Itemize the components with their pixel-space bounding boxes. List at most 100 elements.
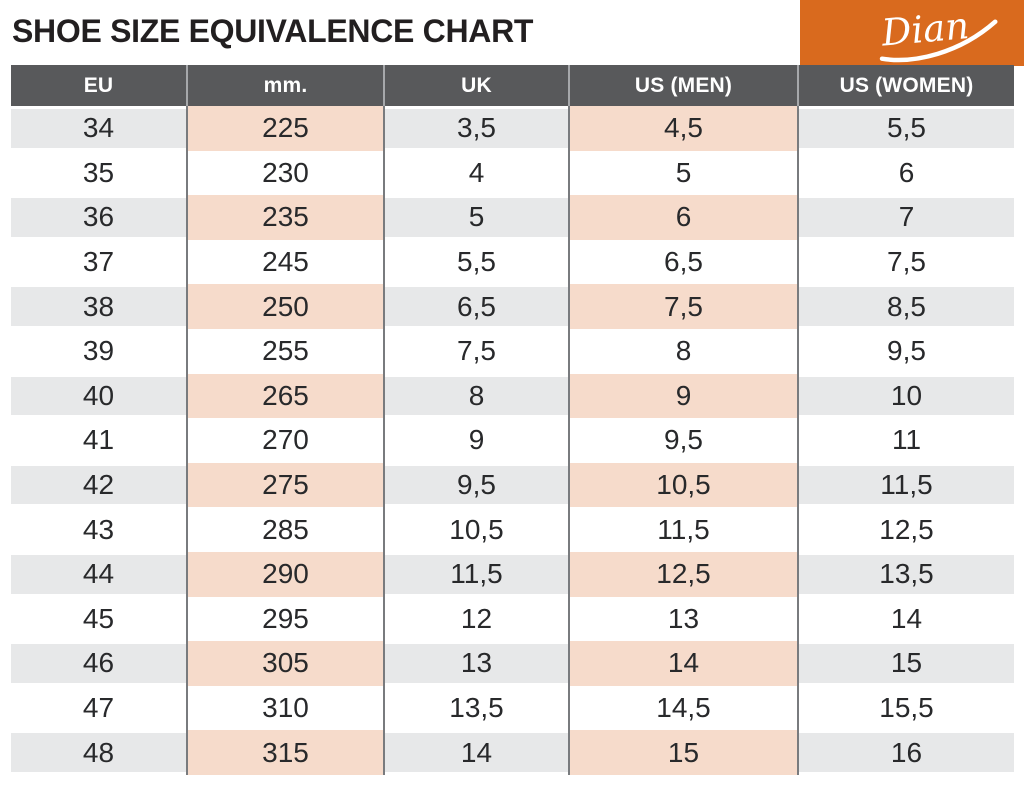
table-cell: 36 [11,195,186,240]
table-cell: 265 [186,373,383,419]
table-cell: 15 [797,641,1014,686]
table-cell: 6 [797,150,1014,196]
table-cell: 13,5 [383,685,568,731]
table-cell: 285 [186,507,383,552]
table-cell: 9,5 [797,328,1014,374]
table-header-row: EU mm. UK US (MEN) US (WOMEN) [11,65,1014,106]
table-cell: 290 [186,551,383,597]
table-row: 39 255 7,5 8 9,5 [11,328,1014,374]
column-header-us-women: US (WOMEN) [797,65,1014,106]
table-row: 36 235 5 6 7 [11,195,1014,240]
table-cell: 310 [186,685,383,731]
table-cell: 4,5 [568,106,797,151]
table-cell: 14 [568,641,797,686]
table-cell: 14 [383,730,568,775]
table-cell: 305 [186,641,383,686]
table-row: 34 225 3,5 4,5 5,5 [11,106,1014,151]
column-header-us-men: US (MEN) [568,65,797,106]
table-cell: 6,5 [383,284,568,329]
table-cell: 245 [186,239,383,285]
table-cell: 9,5 [383,462,568,508]
table-cell: 6,5 [568,239,797,285]
table-cell: 14 [797,596,1014,642]
table-cell: 250 [186,284,383,329]
table-cell: 275 [186,462,383,508]
table-row: 46 305 13 14 15 [11,641,1014,686]
table-row: 41 270 9 9,5 11 [11,418,1014,463]
table-row: 42 275 9,5 10,5 11,5 [11,462,1014,508]
table-cell: 48 [11,730,186,775]
table-cell: 11,5 [568,507,797,552]
table-cell: 7,5 [383,328,568,374]
logo-underline-swash-icon [879,19,998,63]
table-cell: 40 [11,373,186,419]
table-row: 43 285 10,5 11,5 12,5 [11,507,1014,552]
table-cell: 47 [11,685,186,731]
column-header-uk: UK [383,65,568,106]
table-row: 38 250 6,5 7,5 8,5 [11,284,1014,329]
table-cell: 9 [568,373,797,419]
table-cell: 42 [11,462,186,508]
table-cell: 315 [186,730,383,775]
table-cell: 12,5 [797,507,1014,552]
table-cell: 7,5 [568,284,797,329]
table-cell: 12,5 [568,551,797,597]
table-cell: 39 [11,328,186,374]
table-cell: 13,5 [797,551,1014,597]
table-cell: 8,5 [797,284,1014,329]
table-cell: 6 [568,195,797,240]
table-cell: 37 [11,239,186,285]
table-row: 45 295 12 13 14 [11,596,1014,642]
table-cell: 8 [383,373,568,419]
table-body: 34 225 3,5 4,5 5,5 35 230 4 5 6 36 235 5 6 7 37 245 5,5 6,… [11,106,1014,775]
table-row: 48 315 14 15 16 [11,730,1014,775]
table-row: 40 265 8 9 10 [11,373,1014,419]
table-cell: 9,5 [568,418,797,463]
table-cell: 235 [186,195,383,240]
table-cell: 11,5 [383,551,568,597]
table-cell: 38 [11,284,186,329]
table-cell: 3,5 [383,106,568,151]
table-cell: 11 [797,418,1014,463]
table-row: 44 290 11,5 12,5 13,5 [11,551,1014,597]
table-cell: 7 [797,195,1014,240]
table-cell: 13 [383,641,568,686]
table-cell: 5 [568,150,797,196]
table-cell: 10,5 [383,507,568,552]
brand-logo: Dian [800,0,1024,66]
table-cell: 44 [11,551,186,597]
size-chart-table: EU mm. UK US (MEN) US (WOMEN) 34 225 3,5 4,… [11,65,1014,775]
table-cell: 255 [186,328,383,374]
table-cell: 225 [186,106,383,151]
column-header-eu: EU [11,65,186,106]
table-row: 37 245 5,5 6,5 7,5 [11,239,1014,285]
page-title: SHOE SIZE EQUIVALENCE CHART [12,13,534,49]
table-cell: 16 [797,730,1014,775]
table-cell: 43 [11,507,186,552]
table-cell: 12 [383,596,568,642]
table-cell: 8 [568,328,797,374]
table-cell: 7,5 [797,239,1014,285]
table-cell: 270 [186,418,383,463]
table-cell: 11,5 [797,462,1014,508]
table-cell: 9 [383,418,568,463]
table-cell: 295 [186,596,383,642]
table-cell: 230 [186,150,383,196]
table-row: 47 310 13,5 14,5 15,5 [11,685,1014,731]
table-cell: 15 [568,730,797,775]
table-cell: 46 [11,641,186,686]
table-cell: 41 [11,418,186,463]
table-cell: 4 [383,150,568,196]
table-cell: 13 [568,596,797,642]
table-cell: 35 [11,150,186,196]
table-cell: 15,5 [797,685,1014,731]
table-cell: 10 [797,373,1014,419]
table-cell: 5 [383,195,568,240]
table-row: 35 230 4 5 6 [11,150,1014,196]
table-cell: 5,5 [797,106,1014,151]
table-cell: 5,5 [383,239,568,285]
brand-logo-script-icon: Dian [879,4,998,63]
table-cell: 10,5 [568,462,797,508]
table-cell: 34 [11,106,186,151]
